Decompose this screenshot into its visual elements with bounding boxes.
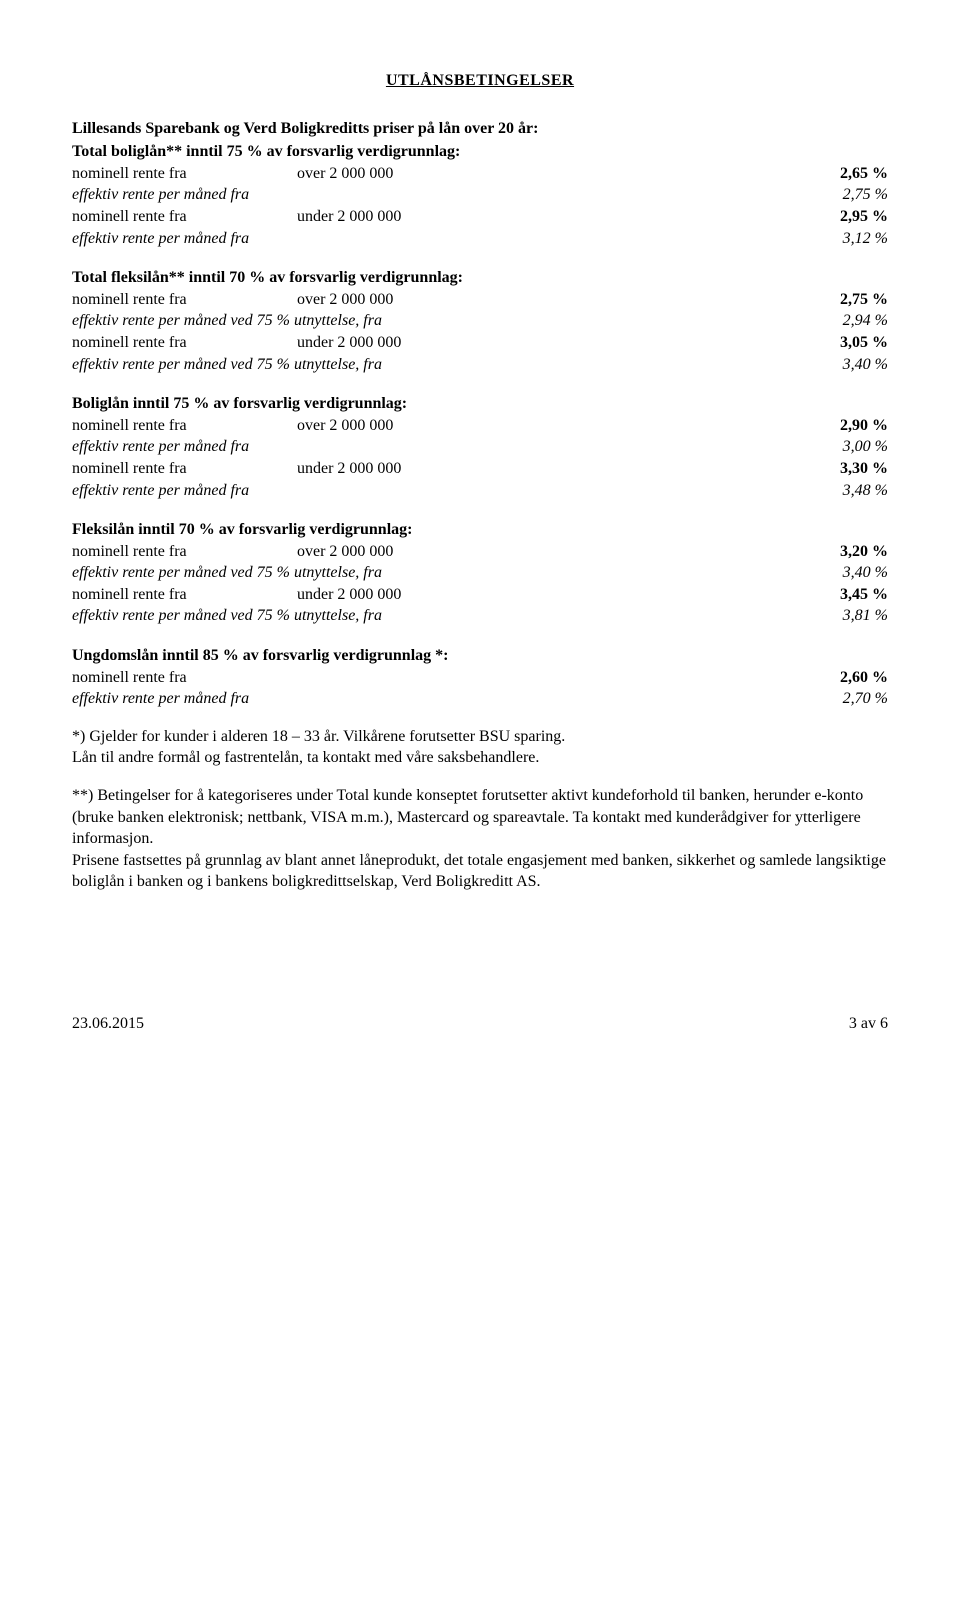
- section-heading: Lillesands Sparebank og Verd Boligkredit…: [72, 118, 888, 140]
- page-title: UTLÅNSBETINGELSER: [72, 70, 888, 92]
- rate-label: effektiv rente per måned fra: [72, 480, 297, 502]
- rate-row: nominell rente fraunder 2 000 0002,95 %: [72, 206, 888, 228]
- rate-row: nominell rente fraunder 2 000 0003,45 %: [72, 584, 888, 606]
- rate-row: nominell rente fraunder 2 000 0003,30 %: [72, 458, 888, 480]
- rate-label: nominell rente fra: [72, 415, 297, 437]
- rate-value: 3,40 %: [452, 354, 888, 376]
- rate-mid: under 2 000 000: [297, 458, 452, 480]
- rate-mid: under 2 000 000: [297, 584, 452, 606]
- rate-row: nominell rente fraunder 2 000 0003,05 %: [72, 332, 888, 354]
- rate-value: 2,95 %: [452, 206, 888, 228]
- rate-label: nominell rente fra: [72, 584, 297, 606]
- section-heading: Boliglån inntil 75 % av forsvarlig verdi…: [72, 393, 888, 415]
- section-subheading: Total boliglån** inntil 75 % av forsvarl…: [72, 141, 888, 163]
- rate-label: effektiv rente per måned fra: [72, 436, 297, 458]
- rate-value: 2,70 %: [452, 688, 888, 710]
- page-footer: 23.06.2015 3 av 6: [72, 1013, 888, 1035]
- rate-value: 3,05 %: [452, 332, 888, 354]
- rate-value: 3,81 %: [452, 605, 888, 627]
- rate-mid: over 2 000 000: [297, 163, 452, 185]
- rate-value: 3,30 %: [452, 458, 888, 480]
- rate-label: effektiv rente per måned ved 75 % utnytt…: [72, 605, 452, 627]
- rate-label: effektiv rente per måned ved 75 % utnytt…: [72, 310, 452, 332]
- rate-label: nominell rente fra: [72, 541, 297, 563]
- rate-label: effektiv rente per måned fra: [72, 228, 297, 250]
- rate-value: 3,45 %: [452, 584, 888, 606]
- rate-label: effektiv rente per måned fra: [72, 688, 297, 710]
- rate-label: nominell rente fra: [72, 667, 297, 689]
- rate-row: effektiv rente per måned ved 75 % utnytt…: [72, 354, 888, 376]
- rate-label: nominell rente fra: [72, 289, 297, 311]
- rate-row: effektiv rente per måned ved 75 % utnytt…: [72, 562, 888, 584]
- rate-row: nominell rente fraover 2 000 0002,65 %: [72, 163, 888, 185]
- rate-mid: over 2 000 000: [297, 289, 452, 311]
- rate-row: effektiv rente per måned ved 75 % utnytt…: [72, 310, 888, 332]
- footnote: *) Gjelder for kunder i alderen 18 – 33 …: [72, 726, 888, 769]
- rate-value: 2,90 %: [452, 415, 888, 437]
- rate-row: effektiv rente per måned fra 2,75 %: [72, 184, 888, 206]
- rate-row: effektiv rente per måned fra 3,48 %: [72, 480, 888, 502]
- rate-row: nominell rente fraover 2 000 0002,75 %: [72, 289, 888, 311]
- rate-label: nominell rente fra: [72, 332, 297, 354]
- footer-date: 23.06.2015: [72, 1013, 144, 1035]
- rate-value: 2,75 %: [452, 289, 888, 311]
- section-heading: Total fleksilån** inntil 70 % av forsvar…: [72, 267, 888, 289]
- rate-value: 3,00 %: [452, 436, 888, 458]
- rate-value: 3,40 %: [452, 562, 888, 584]
- rate-value: 3,48 %: [452, 480, 888, 502]
- footnote: Prisene fastsettes på grunnlag av blant …: [72, 850, 888, 893]
- rate-row: nominell rente fraover 2 000 0002,90 %: [72, 415, 888, 437]
- rate-value: 3,20 %: [452, 541, 888, 563]
- rate-row: effektiv rente per måned ved 75 % utnytt…: [72, 605, 888, 627]
- rate-label: nominell rente fra: [72, 206, 297, 228]
- rate-value: 2,65 %: [452, 163, 888, 185]
- rate-value: 2,75 %: [452, 184, 888, 206]
- section-heading: Ungdomslån inntil 85 % av forsvarlig ver…: [72, 645, 888, 667]
- rate-label: effektiv rente per måned fra: [72, 184, 297, 206]
- rate-label: effektiv rente per måned ved 75 % utnytt…: [72, 562, 452, 584]
- rate-mid: over 2 000 000: [297, 541, 452, 563]
- footer-page: 3 av 6: [849, 1013, 888, 1035]
- section-heading: Fleksilån inntil 70 % av forsvarlig verd…: [72, 519, 888, 541]
- rate-value: 3,12 %: [452, 228, 888, 250]
- rate-mid: under 2 000 000: [297, 332, 452, 354]
- rate-row: effektiv rente per måned fra 3,00 %: [72, 436, 888, 458]
- rate-value: 2,60 %: [452, 667, 888, 689]
- rate-mid: over 2 000 000: [297, 415, 452, 437]
- content-area: Lillesands Sparebank og Verd Boligkredit…: [72, 118, 888, 893]
- rate-row: nominell rente fraover 2 000 0003,20 %: [72, 541, 888, 563]
- rate-row: nominell rente fra 2,60 %: [72, 667, 888, 689]
- rate-value: 2,94 %: [452, 310, 888, 332]
- rate-label: nominell rente fra: [72, 163, 297, 185]
- rate-label: effektiv rente per måned ved 75 % utnytt…: [72, 354, 452, 376]
- rate-mid: under 2 000 000: [297, 206, 452, 228]
- rate-row: effektiv rente per måned fra 2,70 %: [72, 688, 888, 710]
- rate-row: effektiv rente per måned fra 3,12 %: [72, 228, 888, 250]
- footnote: **) Betingelser for å kategoriseres unde…: [72, 785, 888, 850]
- rate-label: nominell rente fra: [72, 458, 297, 480]
